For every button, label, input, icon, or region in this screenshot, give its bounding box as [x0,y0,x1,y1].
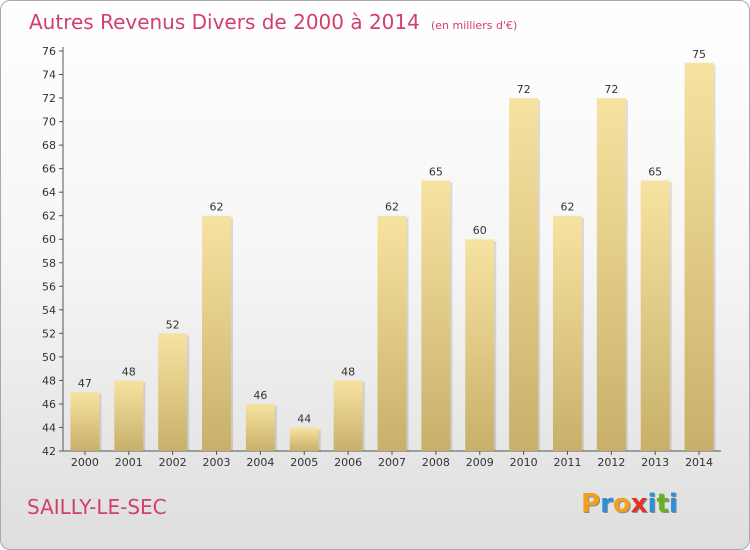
bar [465,239,495,451]
data-label: 48 [341,365,355,378]
data-label: 46 [253,389,267,402]
data-label: 52 [166,318,180,331]
commune-name: SAILLY-LE-SEC [27,495,167,519]
axes: 42 44 46 48 50 52 54 56 58 60 62 64 66 68 70 72 74 76 2000… [42,45,721,469]
y-tick-label: 72 [42,92,56,105]
y-tick-label: 60 [42,233,56,246]
y-tick-label: 74 [42,69,56,82]
data-label: 48 [122,365,136,378]
y-tick-label: 50 [42,351,56,364]
y-tick-label: 64 [42,186,56,199]
bar-series [70,62,716,452]
bar [640,180,670,452]
data-label: 60 [473,224,487,237]
logo-letter: r [600,489,613,519]
bar [202,215,232,451]
x-tick-label: 2005 [290,456,318,469]
data-label: 72 [517,83,531,96]
proxiti-logo: Proxiti [581,489,678,519]
y-tick-label: 76 [42,45,56,58]
data-label: 72 [604,83,618,96]
chart-title: Autres Revenus Divers de 2000 à 2014 [29,10,420,34]
x-tick-label: 2001 [115,456,143,469]
bar [70,392,100,451]
y-tick-label: 58 [42,257,56,270]
y-tick-label: 56 [42,280,56,293]
x-tick-label: 2003 [203,456,231,469]
bar [289,427,319,451]
y-tick-label: 52 [42,327,56,340]
bar [158,333,188,451]
data-label: 75 [692,48,706,61]
bar [421,180,451,452]
bar [684,62,714,451]
y-tick-label: 68 [42,139,56,152]
data-label: 62 [560,201,574,214]
x-tick-label: 2009 [466,456,494,469]
bar [552,215,582,451]
x-tick-label: 2011 [553,456,581,469]
logo-letter: o [612,489,631,519]
y-tick-label: 46 [42,398,56,411]
y-tick-label: 44 [42,421,56,434]
y-tick-label: 48 [42,374,56,387]
data-labels: 47 48 52 62 46 44 48 62 65 60 72 62 72 65 75 [78,48,706,426]
logo-letter: i [647,489,657,519]
data-label: 62 [210,201,224,214]
y-tick-label: 66 [42,163,56,176]
x-tick-label: 2008 [422,456,450,469]
x-tick-label: 2007 [378,456,406,469]
x-tick-label: 2010 [510,456,538,469]
x-tick-label: 2004 [246,456,274,469]
x-tick-label: 2002 [159,456,187,469]
bar [114,380,144,451]
data-label: 47 [78,377,92,390]
x-tick-label: 2000 [71,456,99,469]
data-label: 62 [385,201,399,214]
bar [333,380,363,451]
y-tick-label: 62 [42,210,56,223]
x-tick-label: 2014 [685,456,713,469]
data-label: 44 [297,412,311,425]
y-tick-label: 42 [42,445,56,458]
chart-subtitle: (en milliers d'€) [430,19,518,32]
logo-letter: i [668,489,678,519]
data-label: 65 [648,165,662,178]
data-label: 65 [429,165,443,178]
y-tick-label: 70 [42,116,56,129]
y-tick-label: 54 [42,304,56,317]
bar [377,215,407,451]
title-block: Autres Revenus Divers de 2000 à 2014 (en… [29,10,517,34]
x-tick-label: 2012 [597,456,625,469]
logo-letter: t [656,489,669,519]
x-tick-label: 2013 [641,456,669,469]
x-tick-label: 2006 [334,456,362,469]
bar [245,403,275,451]
logo-letter: x [630,489,648,519]
bar [596,98,626,451]
logo-letter: P [581,489,601,519]
bar [509,98,539,451]
